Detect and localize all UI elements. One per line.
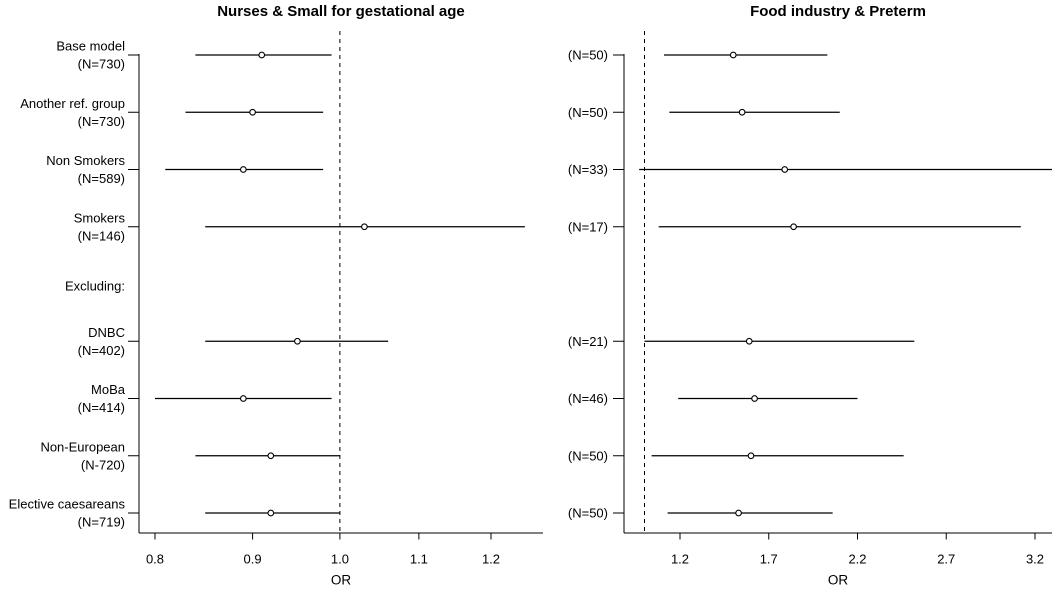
row-label: Smokers bbox=[74, 210, 126, 225]
or-point bbox=[745, 337, 753, 345]
row-label: Non Smokers bbox=[46, 153, 125, 168]
row-n-label: (N=33) bbox=[568, 162, 608, 177]
x-tick-label: 1.2 bbox=[671, 552, 689, 567]
x-tick-label: 2.7 bbox=[937, 552, 955, 567]
row-label: DNBC bbox=[88, 325, 125, 340]
x-tick-label: 0.8 bbox=[146, 552, 164, 567]
x-tick-label: 1.0 bbox=[331, 552, 349, 567]
row-n-label: (N=50) bbox=[568, 506, 608, 521]
or-point bbox=[747, 452, 755, 460]
or-point bbox=[361, 223, 368, 231]
or-point bbox=[294, 337, 301, 345]
x-axis-title: OR bbox=[331, 573, 352, 588]
right-panel-title: Food industry & Preterm bbox=[750, 3, 926, 20]
or-point bbox=[258, 51, 266, 59]
x-tick-label: 1.2 bbox=[482, 552, 500, 567]
row-n-label: (N=17) bbox=[568, 219, 608, 234]
or-point bbox=[735, 509, 742, 517]
row-n-label: (N=589) bbox=[78, 171, 125, 186]
row-n-label: (N=21) bbox=[568, 334, 608, 349]
or-point bbox=[249, 108, 256, 116]
row-n-label: (N=719) bbox=[78, 515, 125, 530]
row-n-label: (N=50) bbox=[568, 48, 608, 63]
x-tick-label: 1.7 bbox=[760, 552, 778, 567]
or-point bbox=[239, 395, 247, 402]
left-panel-title: Nurses & Small for gestational age bbox=[217, 3, 465, 20]
row-label: Non-European bbox=[40, 439, 125, 454]
or-point bbox=[751, 395, 758, 402]
or-point bbox=[790, 223, 797, 231]
x-tick-label: 2.2 bbox=[848, 552, 866, 567]
row-label: MoBa bbox=[91, 382, 126, 397]
row-n-label: (N=50) bbox=[568, 448, 608, 463]
x-axis-title: OR bbox=[828, 573, 849, 588]
or-point bbox=[239, 166, 247, 173]
row-n-label: (N=730) bbox=[78, 114, 125, 129]
or-point bbox=[267, 509, 275, 517]
row-n-label: (N-720) bbox=[81, 457, 125, 472]
or-point bbox=[729, 51, 737, 59]
row-n-label: (N=50) bbox=[568, 105, 608, 120]
row-label: Excluding: bbox=[65, 279, 125, 294]
row-n-label: (N=146) bbox=[78, 228, 125, 243]
row-n-label: (N=730) bbox=[78, 57, 125, 72]
row-label: Base model bbox=[56, 39, 125, 54]
or-point bbox=[267, 452, 275, 460]
or-point bbox=[738, 108, 746, 116]
x-tick-label: 3.2 bbox=[1026, 552, 1044, 567]
row-label: Elective caesareans bbox=[9, 497, 126, 512]
or-point bbox=[781, 166, 789, 173]
x-tick-label: 0.9 bbox=[244, 552, 262, 567]
row-label: Another ref. group bbox=[20, 96, 125, 111]
row-n-label: (N=46) bbox=[568, 391, 608, 406]
row-n-label: (N=402) bbox=[78, 343, 125, 358]
row-n-label: (N=414) bbox=[78, 400, 125, 415]
x-tick-label: 1.1 bbox=[410, 552, 428, 567]
